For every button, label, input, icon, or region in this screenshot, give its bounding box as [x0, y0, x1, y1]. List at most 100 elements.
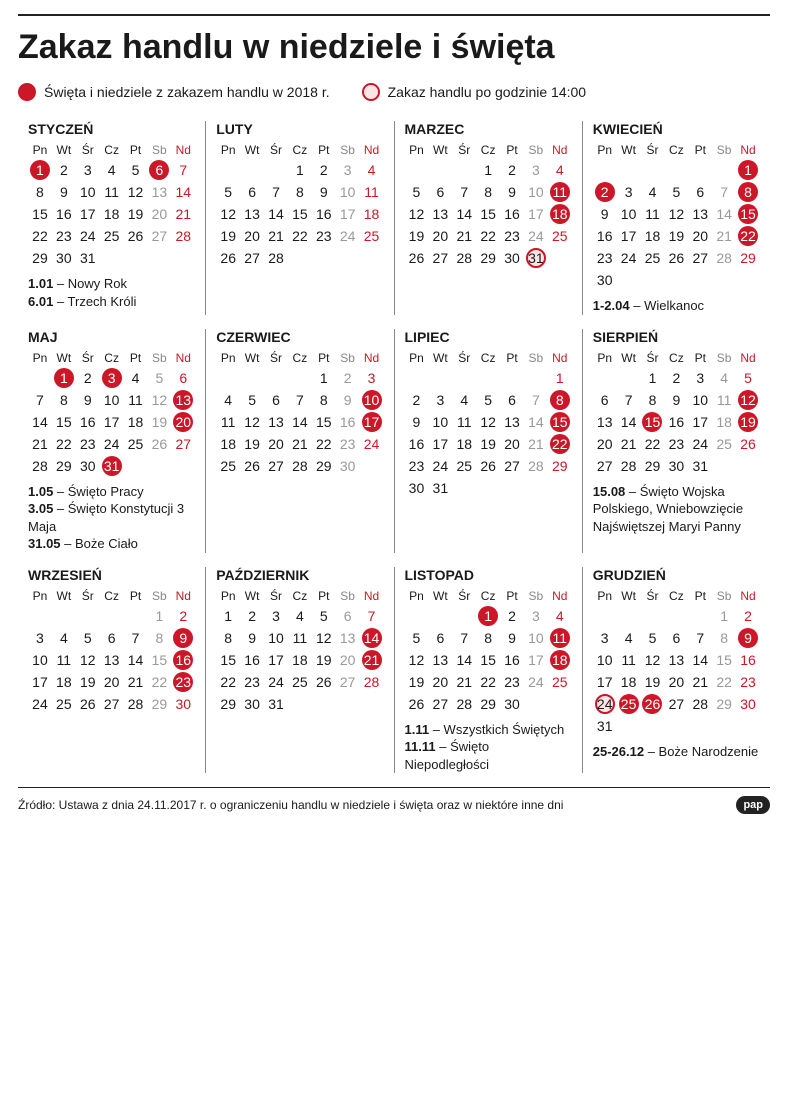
- day-cell: 12: [664, 203, 688, 225]
- day-cell: 26: [664, 247, 688, 269]
- day-cell: 24: [593, 693, 617, 715]
- days-grid: 1234567891011121314151617181920212223242…: [28, 159, 195, 269]
- day-cell: 30: [664, 455, 688, 477]
- day-cell: 27: [664, 693, 688, 715]
- month-name: LIPIEC: [405, 329, 572, 345]
- day-cell: 10: [593, 649, 617, 671]
- day-cell: 13: [428, 649, 452, 671]
- day-cell: 2: [500, 605, 524, 627]
- day-cell: 9: [171, 627, 195, 649]
- day-cell: 16: [312, 203, 336, 225]
- day-cell: 11: [641, 203, 665, 225]
- day-cell: 31: [524, 247, 548, 269]
- day-cell: 23: [76, 433, 100, 455]
- day-cell: 11: [216, 411, 240, 433]
- day-cell: 11: [124, 389, 148, 411]
- day-cell: 16: [52, 203, 76, 225]
- day-cell: 15: [288, 203, 312, 225]
- day-cell: 22: [476, 671, 500, 693]
- day-cell: 22: [28, 225, 52, 247]
- day-cell: 9: [500, 181, 524, 203]
- month-name: STYCZEŃ: [28, 121, 195, 137]
- calendar-row: STYCZEŃPnWtŚrCzPtSbNd1234567891011121314…: [18, 121, 770, 315]
- day-cell: 12: [312, 627, 336, 649]
- day-cell: 13: [240, 203, 264, 225]
- day-cell: 26: [312, 671, 336, 693]
- days-grid: 1234567891011121314151617181920212223242…: [593, 367, 760, 477]
- day-cell: 28: [712, 247, 736, 269]
- day-cell: 4: [452, 389, 476, 411]
- day-cell: 6: [240, 181, 264, 203]
- day-cell: 6: [171, 367, 195, 389]
- day-cell: 13: [336, 627, 360, 649]
- day-cell: 5: [124, 159, 148, 181]
- day-cell: 6: [664, 627, 688, 649]
- day-cell: 31: [76, 247, 100, 269]
- day-cell: 16: [405, 433, 429, 455]
- day-cell: 21: [452, 671, 476, 693]
- dow-header: PnWtŚrCzPtSbNd: [405, 351, 572, 365]
- day-cell: 26: [476, 455, 500, 477]
- day-cell: 10: [264, 627, 288, 649]
- dow-header: PnWtŚrCzPtSbNd: [216, 589, 383, 603]
- day-cell: 21: [360, 649, 384, 671]
- day-cell: 28: [452, 693, 476, 715]
- days-grid: 1234567891011121314151617181920212223242…: [216, 367, 383, 477]
- day-cell: 28: [264, 247, 288, 269]
- month-name: KWIECIEŃ: [593, 121, 760, 137]
- day-cell: 29: [216, 693, 240, 715]
- day-cell: 12: [641, 649, 665, 671]
- day-cell: 22: [288, 225, 312, 247]
- day-cell: 2: [336, 367, 360, 389]
- day-cell: 1: [28, 159, 52, 181]
- day-cell: 19: [240, 433, 264, 455]
- legend-full: Święta i niedziele z zakazem handlu w 20…: [18, 83, 330, 101]
- days-grid: 1234567891011121314151617181920212223242…: [405, 605, 572, 715]
- day-cell: 15: [28, 203, 52, 225]
- day-cell: 16: [664, 411, 688, 433]
- day-cell: 10: [100, 389, 124, 411]
- day-cell: 3: [688, 367, 712, 389]
- day-cell: 21: [688, 671, 712, 693]
- day-cell: 17: [688, 411, 712, 433]
- day-cell: 7: [171, 159, 195, 181]
- day-cell: 1: [288, 159, 312, 181]
- day-cell: 4: [617, 627, 641, 649]
- days-grid: 1234567891011121314151617181920212223242…: [216, 159, 383, 269]
- day-cell: 5: [240, 389, 264, 411]
- day-cell: 9: [240, 627, 264, 649]
- dow-header: PnWtŚrCzPtSbNd: [28, 143, 195, 157]
- day-cell: 14: [617, 411, 641, 433]
- day-cell: 24: [428, 455, 452, 477]
- day-cell: 2: [405, 389, 429, 411]
- day-cell: 1: [712, 605, 736, 627]
- day-cell: 20: [500, 433, 524, 455]
- day-cell: 30: [336, 455, 360, 477]
- day-cell: 31: [428, 477, 452, 499]
- day-cell: 23: [52, 225, 76, 247]
- day-cell: 3: [617, 181, 641, 203]
- day-cell: 12: [124, 181, 148, 203]
- day-cell: 4: [100, 159, 124, 181]
- day-cell: 23: [664, 433, 688, 455]
- day-cell: 14: [712, 203, 736, 225]
- day-cell: 8: [476, 181, 500, 203]
- day-cell: 21: [617, 433, 641, 455]
- day-cell: 8: [147, 627, 171, 649]
- day-cell: 4: [641, 181, 665, 203]
- day-cell: 27: [688, 247, 712, 269]
- day-cell: 15: [476, 649, 500, 671]
- day-cell: 31: [688, 455, 712, 477]
- day-cell: 15: [736, 203, 760, 225]
- day-cell: 14: [28, 411, 52, 433]
- day-cell: 20: [688, 225, 712, 247]
- day-cell: 29: [312, 455, 336, 477]
- day-cell: 25: [100, 225, 124, 247]
- day-cell: 26: [124, 225, 148, 247]
- dow-header: PnWtŚrCzPtSbNd: [216, 143, 383, 157]
- pap-logo: pap: [736, 796, 770, 814]
- day-cell: 27: [336, 671, 360, 693]
- day-cell: 7: [524, 389, 548, 411]
- day-cell: 6: [428, 627, 452, 649]
- day-cell: 11: [548, 627, 572, 649]
